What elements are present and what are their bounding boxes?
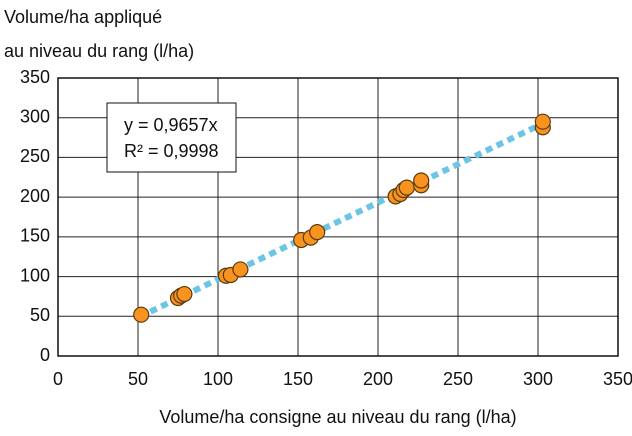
y-axis-label: au niveau du rang (l/ha) [4,41,194,61]
trendline [138,120,546,320]
x-tick-label: 50 [128,369,148,389]
y-tick-label: 250 [20,146,50,166]
point [133,306,150,323]
x-tick-label: 300 [523,369,553,389]
y-axis-label: Volume/ha appliqué [4,7,162,27]
x-tick-label: 200 [363,369,393,389]
plot-frame [57,77,619,357]
point [534,113,551,130]
x-tick-label: 100 [203,369,233,389]
y-tick-label: 150 [20,226,50,246]
x-tick-label: 0 [53,369,63,389]
y-tick-label: 50 [30,305,50,325]
y-tick-label: 300 [20,106,50,126]
x-axis-label: Volume/ha consigne au niveau du rang (l/… [159,407,516,427]
annotation: R² = 0,9998 [124,141,219,161]
y-tick-label: 200 [20,186,50,206]
point [309,223,326,241]
y-tick-label: 350 [20,67,50,87]
point [413,172,430,189]
point [176,285,193,303]
annotation: y = 0,9657x [124,115,218,135]
point [232,261,249,278]
y-tick-label: 0 [40,345,50,365]
x-tick-label: 350 [603,369,632,389]
y-tick-label: 100 [20,265,50,285]
point [398,179,415,196]
annotation-box [106,102,237,173]
x-tick-label: 250 [443,369,473,389]
x-tick-label: 150 [283,369,313,389]
